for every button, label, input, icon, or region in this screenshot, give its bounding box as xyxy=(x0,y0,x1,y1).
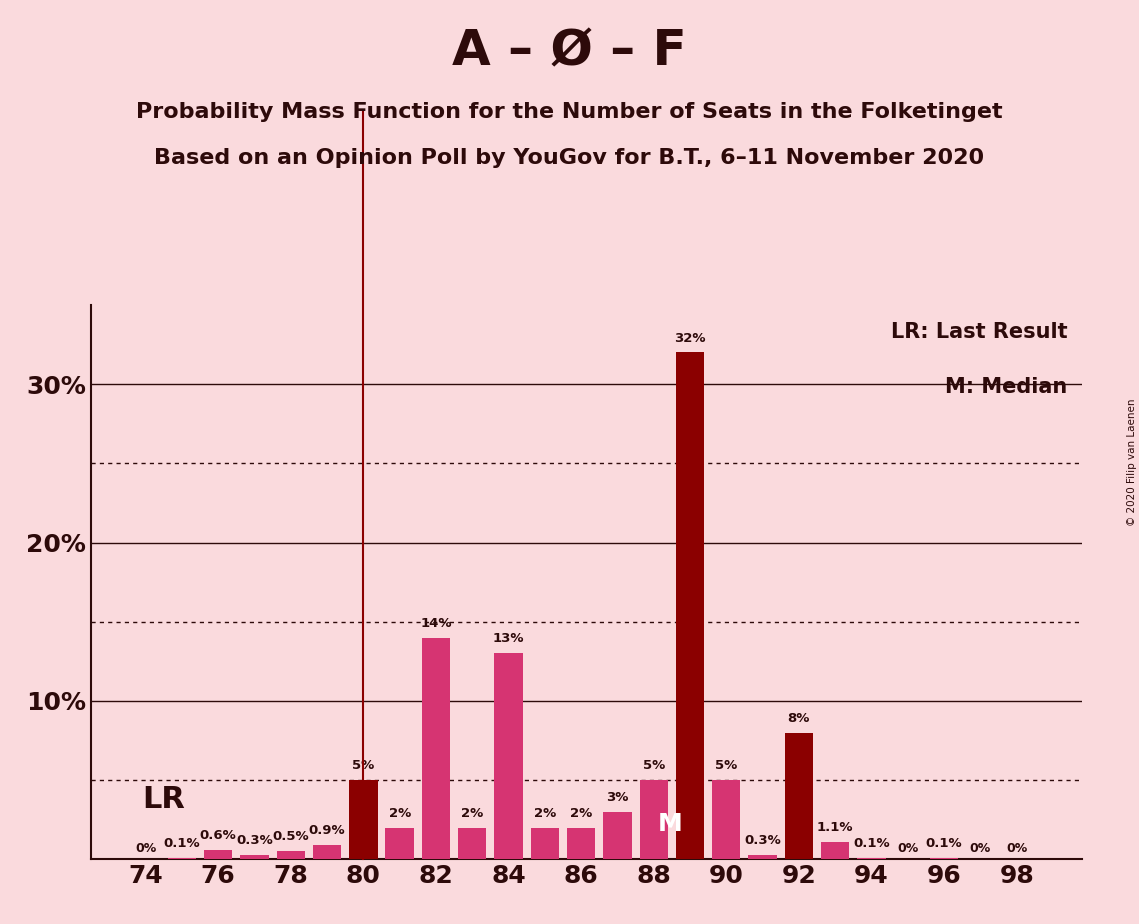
Text: 3%: 3% xyxy=(606,791,629,804)
Text: 0%: 0% xyxy=(134,843,156,856)
Text: M: Median: M: Median xyxy=(945,377,1067,397)
Text: 0.1%: 0.1% xyxy=(926,837,962,850)
Bar xyxy=(167,857,196,859)
Bar xyxy=(313,845,342,859)
Text: 14%: 14% xyxy=(420,616,452,629)
Text: © 2020 Filip van Laenen: © 2020 Filip van Laenen xyxy=(1126,398,1137,526)
Bar xyxy=(640,780,667,859)
Bar xyxy=(204,850,232,859)
Text: 2%: 2% xyxy=(570,807,592,820)
Text: 0.3%: 0.3% xyxy=(744,833,781,846)
Text: 13%: 13% xyxy=(493,633,524,646)
Bar xyxy=(748,855,777,859)
Bar xyxy=(567,828,596,859)
Text: 8%: 8% xyxy=(788,711,810,724)
Bar xyxy=(458,828,486,859)
Bar xyxy=(277,851,305,859)
Text: A – Ø – F: A – Ø – F xyxy=(452,28,687,76)
Text: 5%: 5% xyxy=(352,760,375,772)
Bar xyxy=(494,653,523,859)
Bar xyxy=(712,780,740,859)
Bar xyxy=(821,842,850,859)
Text: 32%: 32% xyxy=(674,332,706,345)
Bar xyxy=(785,733,813,859)
Bar xyxy=(350,780,377,859)
Text: 5%: 5% xyxy=(715,760,737,772)
Text: 0.6%: 0.6% xyxy=(199,829,237,842)
Text: 0.5%: 0.5% xyxy=(272,831,309,844)
Text: 2%: 2% xyxy=(461,807,483,820)
Text: LR: LR xyxy=(142,784,186,814)
Text: 0.3%: 0.3% xyxy=(236,833,273,846)
Text: 0%: 0% xyxy=(1006,843,1027,856)
Text: Based on an Opinion Poll by YouGov for B.T., 6–11 November 2020: Based on an Opinion Poll by YouGov for B… xyxy=(155,148,984,168)
Bar xyxy=(675,352,704,859)
Text: 2%: 2% xyxy=(388,807,411,820)
Text: 0%: 0% xyxy=(898,843,918,856)
Text: 1.1%: 1.1% xyxy=(817,821,853,834)
Bar xyxy=(531,828,559,859)
Text: M: M xyxy=(657,811,682,835)
Bar xyxy=(240,855,269,859)
Bar xyxy=(385,828,413,859)
Text: 0.1%: 0.1% xyxy=(164,837,200,850)
Bar xyxy=(858,857,886,859)
Text: 0.9%: 0.9% xyxy=(309,824,345,837)
Text: Probability Mass Function for the Number of Seats in the Folketinget: Probability Mass Function for the Number… xyxy=(137,102,1002,122)
Text: 0%: 0% xyxy=(969,843,991,856)
Text: 0.1%: 0.1% xyxy=(853,837,890,850)
Bar xyxy=(929,857,958,859)
Text: 2%: 2% xyxy=(534,807,556,820)
Bar xyxy=(604,812,632,859)
Bar xyxy=(421,638,450,859)
Text: LR: Last Result: LR: Last Result xyxy=(891,322,1067,342)
Text: 5%: 5% xyxy=(642,760,665,772)
